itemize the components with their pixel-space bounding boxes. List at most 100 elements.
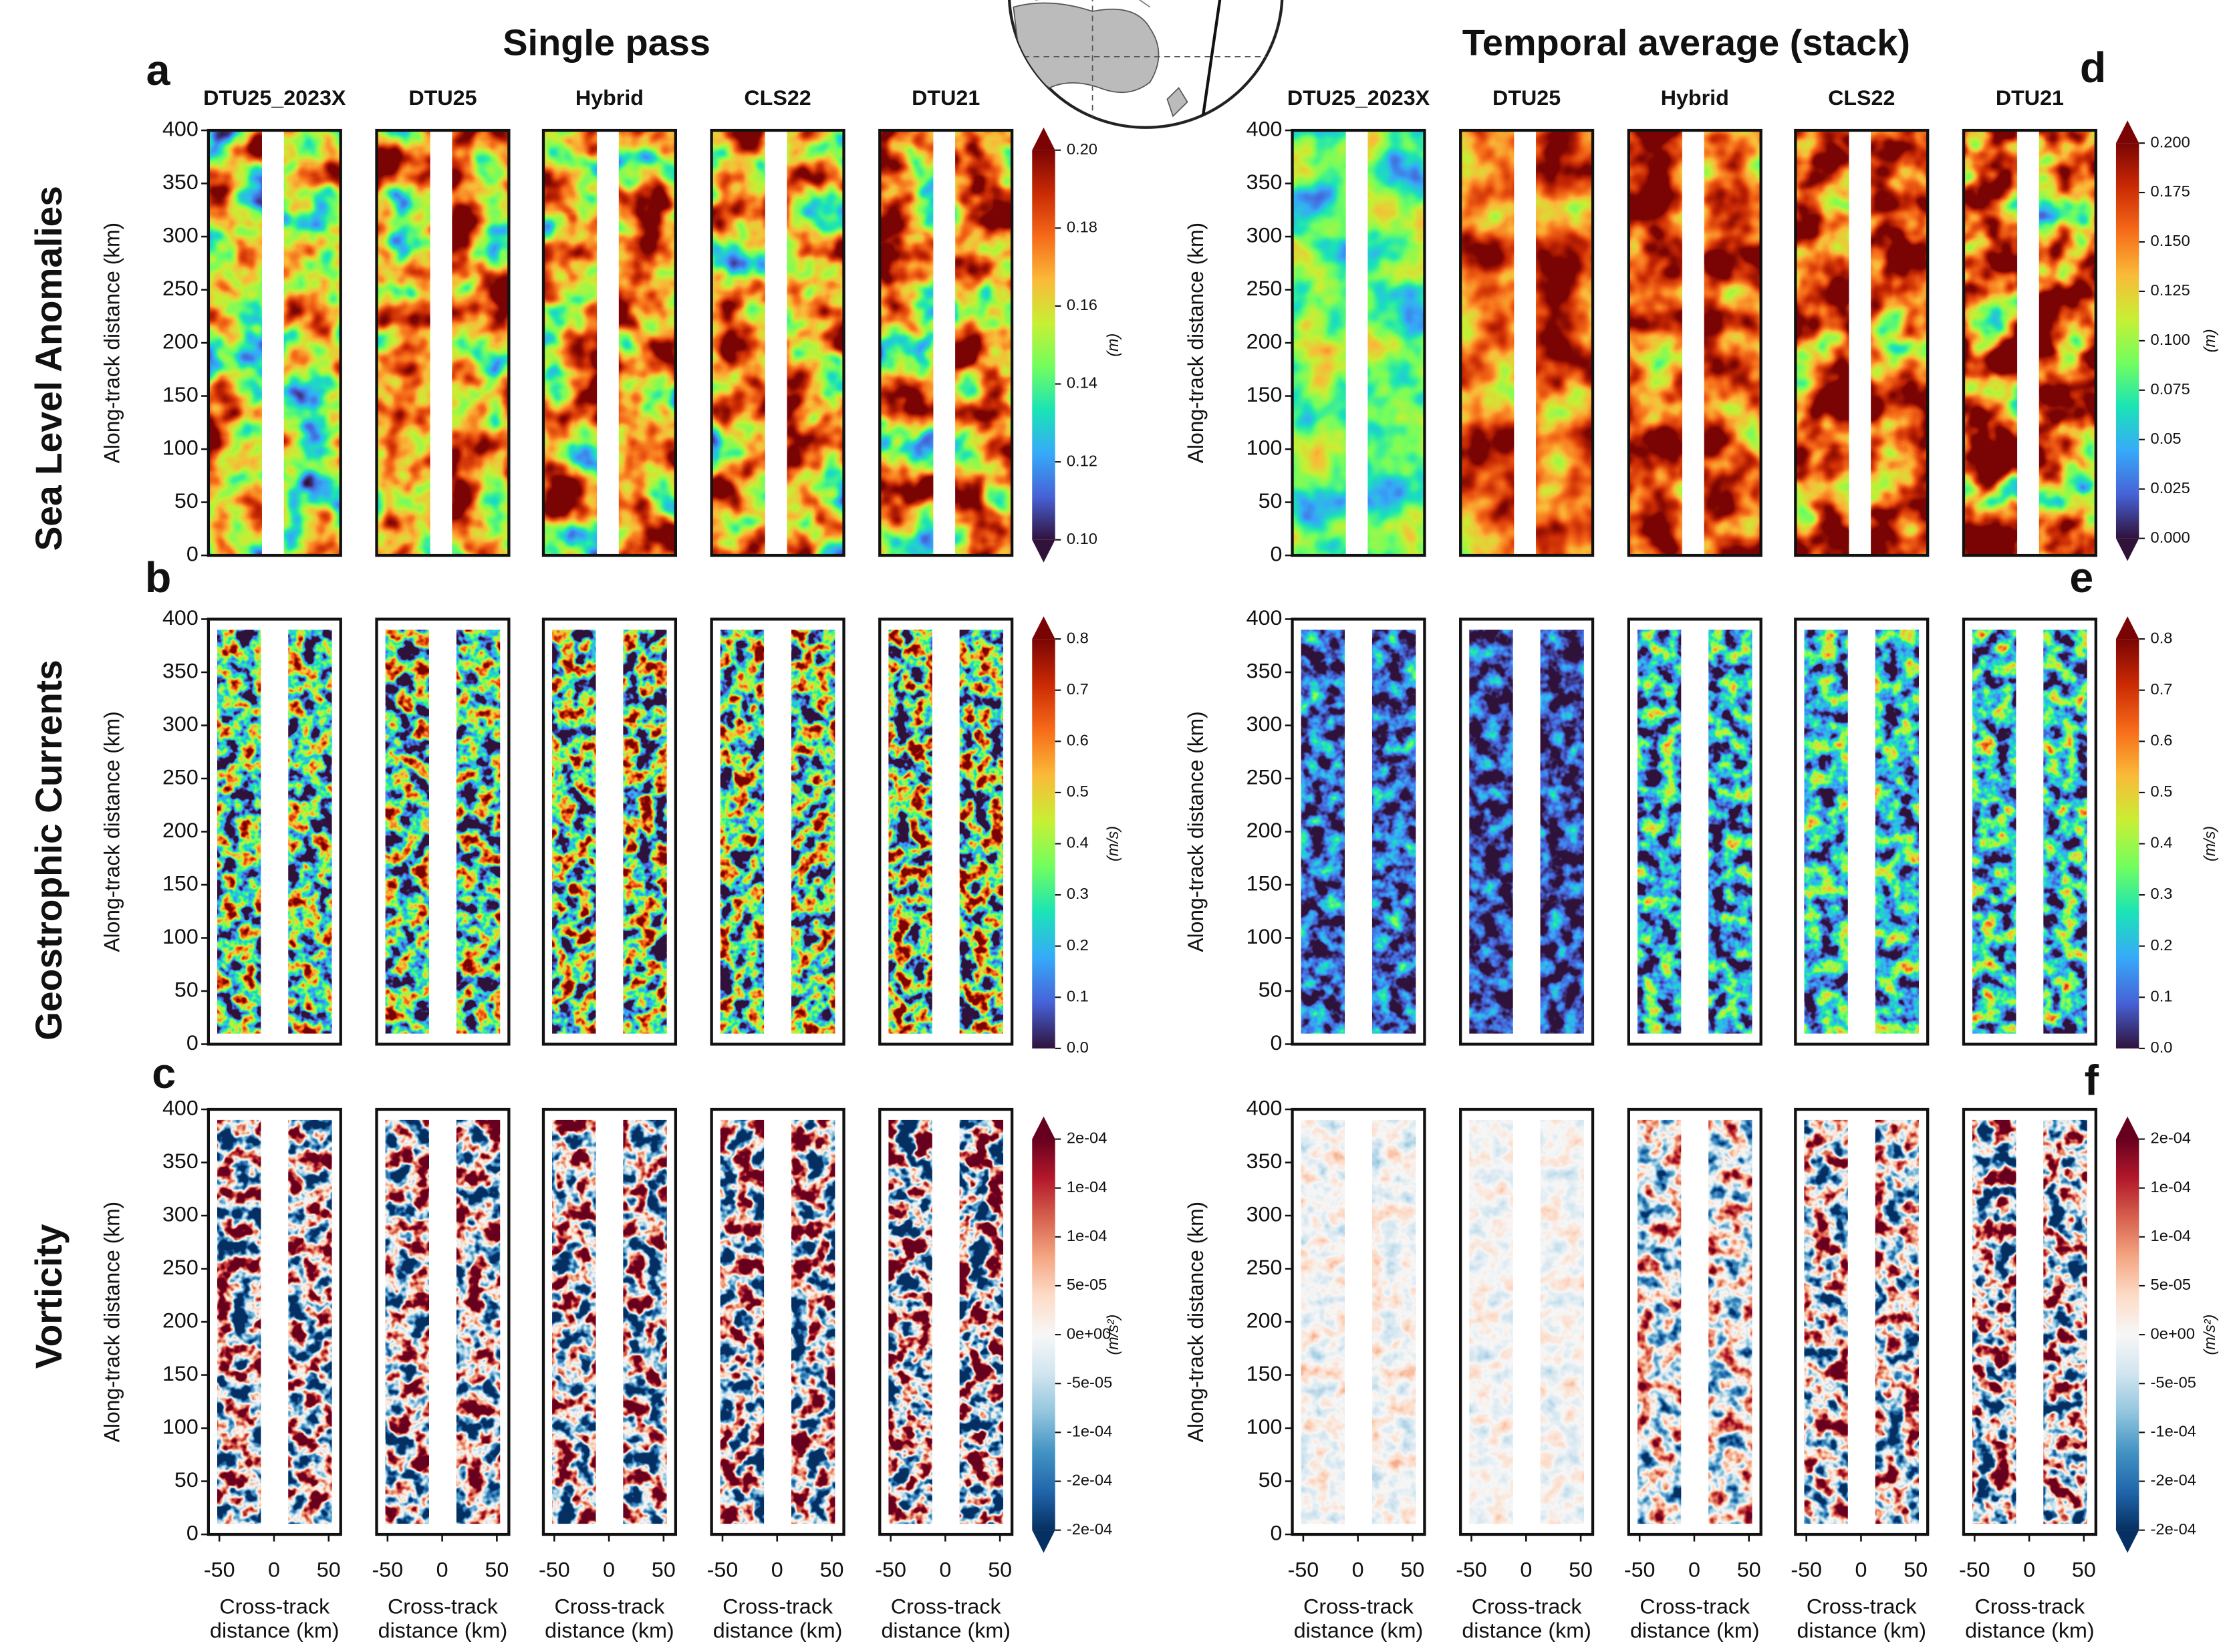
x-axis-label: distance (km): [210, 1619, 340, 1643]
x-axis-label: distance (km): [881, 1619, 1011, 1643]
product-name: DTU25: [408, 86, 477, 110]
row-title: Sea Level Anomalies: [28, 186, 70, 551]
y-tick-label: 100: [162, 924, 199, 948]
x-tick-label: -50: [1624, 1558, 1656, 1582]
colorbar-tick-label: 0.100: [2151, 331, 2190, 348]
x-axis-label: Cross-track: [1472, 1595, 1583, 1619]
panel-frame: [1794, 617, 1930, 1046]
colorbar-unit: (m): [1104, 333, 1122, 357]
colorbar-tick-label: -5e-05: [2151, 1374, 2196, 1391]
colorbar-tick-label: 1e-04: [2151, 1178, 2192, 1196]
y-tick-label: 150: [1246, 382, 1283, 406]
colorbar-tick-label: 5e-05: [2151, 1276, 2192, 1293]
x-tick-label: 0: [1520, 1558, 1532, 1582]
colorbar-tick-label: 0.1: [2151, 988, 2173, 1005]
colorbar-tick-label: 0.150: [2151, 232, 2190, 249]
x-tick-label: 0: [1855, 1558, 1867, 1582]
colorbar-tick-label: 0.125: [2151, 281, 2190, 299]
x-axis-label: Cross-track: [723, 1595, 833, 1619]
colorbar-tick-label: 0.025: [2151, 479, 2190, 497]
x-tick-label: 0: [603, 1558, 615, 1582]
product-name: Hybrid: [1661, 86, 1729, 110]
y-tick-label: 300: [162, 223, 199, 247]
panel-frame: [541, 617, 678, 1046]
x-axis-label: Cross-track: [1303, 1595, 1414, 1619]
panel-letter: c: [152, 1049, 176, 1097]
x-tick-label: 50: [988, 1558, 1012, 1582]
panel-letter: a: [146, 46, 171, 94]
y-tick-label: 350: [162, 1149, 199, 1173]
panel-frame: [1459, 128, 1595, 557]
colorbar-extend: [2115, 1530, 2139, 1553]
colorbar-tick-label: 0.8: [2151, 629, 2173, 646]
field-image: [720, 1119, 835, 1524]
colorbar-tick-label: 0e+00: [2151, 1325, 2195, 1342]
panel-frame: [710, 617, 845, 1046]
y-tick-label: 400: [1246, 117, 1283, 141]
colorbar-extend: [2115, 120, 2139, 144]
x-tick-label: 0: [939, 1558, 951, 1582]
colorbar-extend: [2115, 538, 2139, 561]
y-tick-label: 400: [162, 117, 199, 141]
y-tick-label: 200: [1246, 1309, 1283, 1333]
colorbar-extend: [2115, 1116, 2139, 1139]
y-tick-label: 300: [162, 712, 199, 736]
colorbar-tick-label: 0.0: [1067, 1039, 1089, 1056]
panel-frame: [375, 128, 511, 557]
field-image: [1469, 1119, 1584, 1524]
panel-frame: [1962, 128, 2097, 557]
colorbar-tick-label: -2e-04: [1067, 1472, 1112, 1489]
colorbar-tick-label: 1e-04: [1067, 1227, 1107, 1244]
y-tick-label: 350: [162, 170, 199, 194]
colorbar-tick-label: 1e-04: [1067, 1178, 1107, 1196]
panel-letter: b: [145, 553, 171, 601]
field-image: [1628, 130, 1761, 556]
y-tick-label: 0: [1271, 1521, 1283, 1545]
y-tick-label: 100: [162, 436, 199, 460]
product-name: DTU21: [912, 86, 980, 110]
colorbar-tick-label: 0.1: [1067, 988, 1089, 1005]
field-image: [1637, 1119, 1752, 1524]
x-tick-label: -50: [875, 1558, 906, 1582]
colorbar: [1032, 1139, 1055, 1530]
x-tick-label: 50: [1737, 1558, 1761, 1582]
colorbar-tick-label: -2e-04: [1067, 1520, 1112, 1538]
panel-frame: [710, 128, 845, 557]
y-axis-label: Along-track distance (km): [100, 1202, 124, 1442]
x-tick-label: 50: [317, 1558, 341, 1582]
colorbar-tick-label: -1e-04: [2151, 1423, 2196, 1440]
y-tick-label: 100: [162, 1415, 199, 1439]
y-tick-label: 200: [1246, 818, 1283, 842]
field-image: [217, 630, 332, 1034]
colorbar: [1032, 639, 1055, 1049]
field-image: [552, 630, 667, 1034]
colorbar-unit: (m/s): [1104, 826, 1122, 861]
y-tick-label: 150: [162, 871, 199, 896]
x-axis-label: Cross-track: [1807, 1595, 1918, 1619]
x-axis-label: Cross-track: [555, 1595, 666, 1619]
x-tick-label: 50: [1400, 1558, 1424, 1582]
y-tick-label: 350: [1246, 659, 1283, 683]
x-tick-label: 0: [1688, 1558, 1700, 1582]
panel-frame: [1794, 128, 1930, 557]
y-tick-label: 250: [1246, 276, 1283, 300]
y-tick-label: 250: [1246, 765, 1283, 789]
x-tick-label: 50: [1904, 1558, 1928, 1582]
x-tick-label: -50: [1288, 1558, 1319, 1582]
x-axis-label: distance (km): [713, 1619, 843, 1643]
y-tick-label: 250: [162, 1255, 199, 1279]
colorbar-tick-label: -5e-05: [1067, 1374, 1112, 1391]
y-tick-label: 300: [1246, 1202, 1283, 1226]
field-image: [888, 630, 1004, 1034]
field-image: [1301, 1119, 1416, 1524]
colorbar: [2115, 143, 2139, 539]
x-tick-label: -50: [1791, 1558, 1822, 1582]
panel-frame: [878, 128, 1014, 557]
colorbar-tick-label: 2e-04: [2151, 1129, 2192, 1147]
x-axis-label: Cross-track: [1974, 1595, 2085, 1619]
y-axis-label: Along-track distance (km): [1184, 711, 1208, 952]
field-image: [1301, 630, 1416, 1034]
panel-frame: [375, 617, 511, 1046]
x-tick-label: 0: [436, 1558, 448, 1582]
